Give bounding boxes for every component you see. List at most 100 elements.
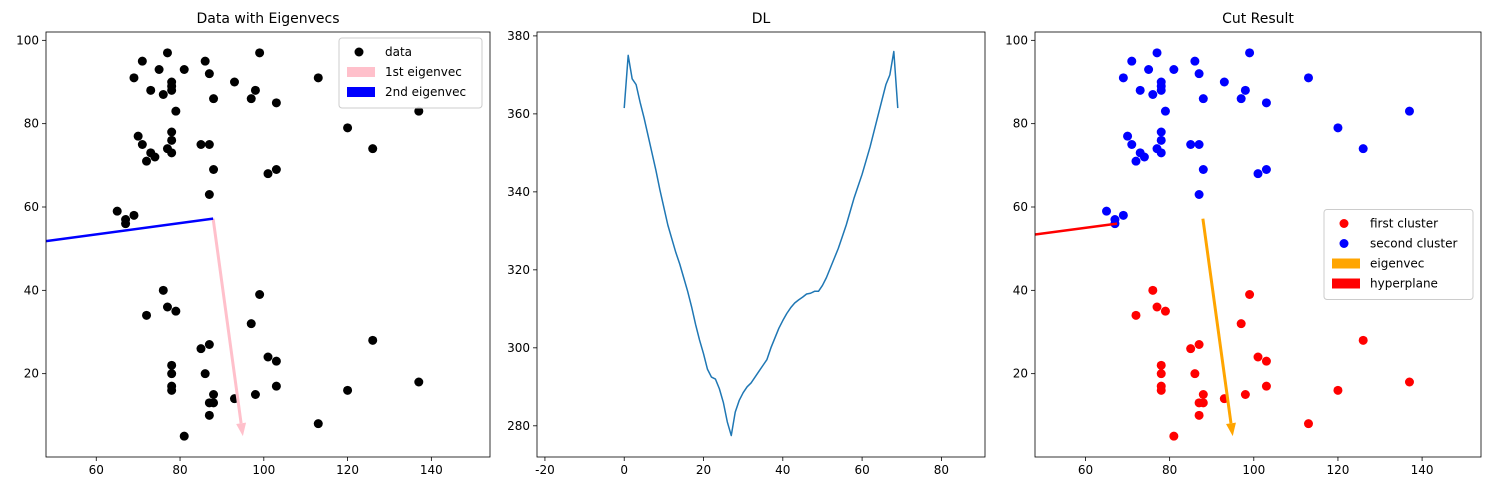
y-tick-label: 40: [1013, 283, 1028, 297]
legend-marker: [1339, 239, 1349, 248]
legend-label: data: [385, 45, 412, 59]
vector-line: [46, 217, 214, 243]
legend-label: 1st eigenvec: [385, 65, 462, 79]
axes-frame: [536, 31, 986, 458]
data-point: [1152, 48, 1162, 58]
data-point: [121, 219, 131, 229]
data-point: [167, 135, 177, 145]
data-point: [1190, 56, 1200, 66]
data-point: [167, 127, 177, 137]
legend-swatch: [347, 67, 375, 77]
data-point: [1139, 152, 1149, 162]
data-point: [1261, 356, 1271, 366]
legend-label: hyperplane: [1370, 277, 1438, 291]
data-point: [1156, 127, 1166, 137]
data-point: [129, 73, 139, 83]
data-point: [204, 140, 214, 149]
legend-box: [1323, 209, 1474, 300]
data-point: [1194, 340, 1204, 349]
x-tick-label: 80: [934, 463, 949, 477]
data-point: [1156, 385, 1166, 395]
data-point: [271, 381, 281, 391]
plot-area: [623, 50, 899, 437]
y-tick-label: 300: [507, 341, 530, 355]
data-point: [158, 285, 168, 295]
x-tick-label: 20: [696, 463, 711, 477]
data-point: [209, 94, 219, 104]
data-point: [158, 90, 168, 99]
data-point: [1156, 360, 1166, 370]
data-point: [1148, 90, 1158, 99]
x-tick-label: 120: [336, 463, 359, 477]
legend-swatch: [1332, 278, 1360, 289]
data-point: [1152, 302, 1162, 312]
x-tick-label: 100: [252, 463, 275, 477]
data-point: [1131, 310, 1141, 320]
data-point: [1303, 73, 1313, 83]
x-tick-label: 140: [420, 463, 443, 477]
eigenvector-arrow-head: [236, 422, 247, 437]
data-point: [167, 385, 177, 395]
chart-title: DL: [752, 11, 771, 27]
data-point: [1236, 94, 1246, 104]
data-point: [1194, 69, 1204, 79]
data-point: [204, 340, 214, 349]
data-point: [167, 148, 177, 158]
eigenvector-arrow-shaft: [211, 218, 243, 424]
vector-line: [1035, 222, 1118, 236]
data-point: [271, 165, 281, 174]
data-point: [167, 85, 177, 95]
data-point: [1156, 85, 1166, 95]
data-point: [255, 290, 265, 299]
y-tick-label: 20: [1013, 367, 1028, 381]
y-tick-label: 60: [24, 200, 39, 214]
data-point: [1131, 156, 1141, 166]
data-point: [1160, 106, 1170, 116]
data-point: [1253, 352, 1263, 362]
data-point: [1156, 148, 1166, 158]
data-point: [246, 94, 256, 104]
data-point: [1303, 419, 1313, 429]
data-point: [146, 85, 156, 95]
data-point: [142, 310, 152, 320]
data-point: [1261, 98, 1271, 108]
x-tick-label: 60: [854, 463, 869, 477]
legend-label: 2nd eigenvec: [385, 85, 466, 99]
data-point: [250, 390, 260, 399]
data-point: [1186, 344, 1196, 354]
dl-line: [623, 50, 899, 437]
data-point: [229, 77, 239, 87]
data-point: [1240, 85, 1250, 95]
data-point: [167, 369, 177, 379]
data-point: [196, 344, 206, 354]
data-point: [204, 69, 214, 79]
data-point: [1186, 140, 1196, 149]
data-point: [368, 144, 378, 154]
data-point: [1135, 85, 1145, 95]
data-point: [1127, 140, 1137, 149]
chart-title: Cut Result: [1222, 11, 1294, 27]
legend-label: first cluster: [1370, 217, 1438, 231]
legend-swatch: [347, 87, 375, 97]
data-point: [129, 210, 139, 220]
data-point: [1333, 123, 1343, 133]
data-point: [1261, 165, 1271, 174]
x-tick-label: 100: [1242, 463, 1265, 477]
y-tick-label: 80: [1013, 117, 1028, 131]
data-point: [1123, 131, 1133, 141]
data-point: [112, 206, 122, 216]
chart-panel-1: Data with Eigenvecs 60 80 100 120 140 20 40 60 80…: [16, 11, 491, 477]
data-point: [250, 85, 260, 95]
legend-swatch: [1332, 258, 1360, 269]
data-point: [343, 385, 353, 395]
data-point: [1240, 390, 1250, 399]
data-point: [1404, 377, 1414, 387]
data-point: [162, 302, 172, 312]
data-point: [1127, 56, 1137, 66]
data-point: [271, 356, 281, 366]
y-tick-label: 340: [507, 185, 530, 199]
data-point: [1404, 106, 1414, 116]
data-point: [1245, 48, 1255, 58]
data-point: [162, 48, 172, 58]
data-point: [368, 335, 378, 345]
